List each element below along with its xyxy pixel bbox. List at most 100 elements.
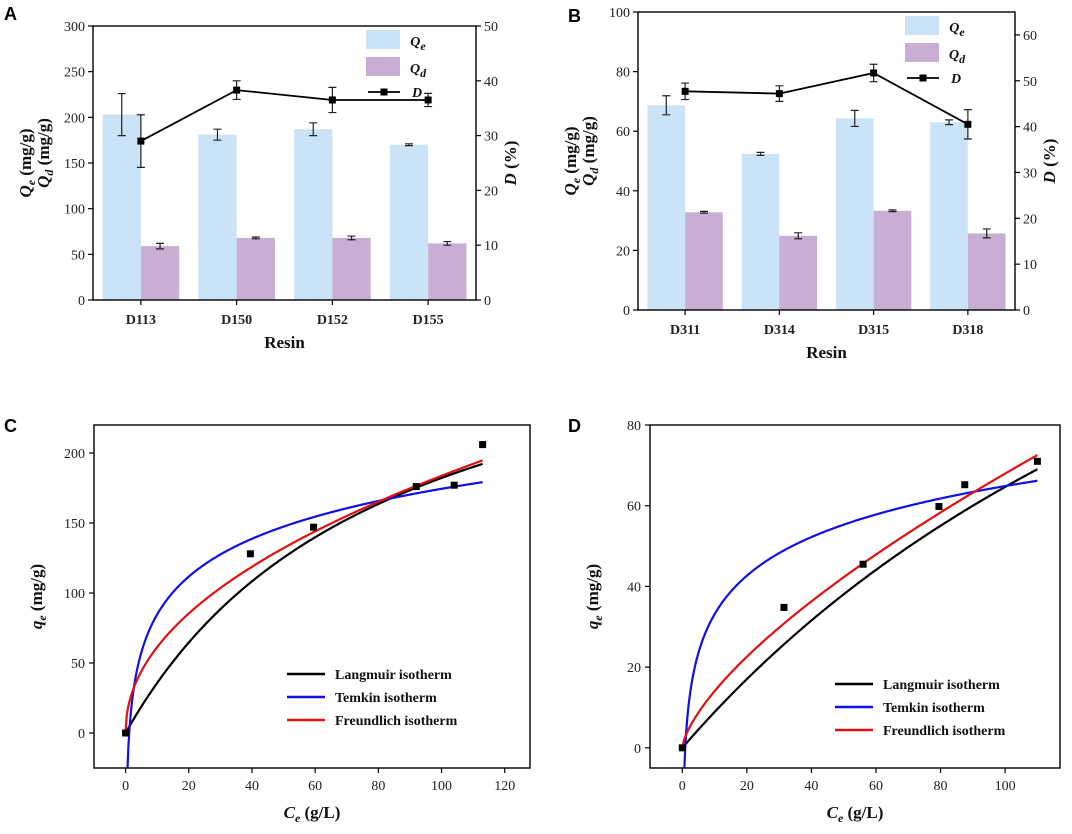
panel-b-qe-error-d318: [945, 119, 954, 126]
panel-a-qe-bar-d113: [102, 114, 141, 301]
panel-b-right-tick-label: 30: [1023, 166, 1037, 181]
panel-d-data-point: [678, 744, 686, 752]
panel-c-y-tick-label: 50: [71, 657, 85, 672]
panel-a-qe-bar-d155: [389, 144, 429, 300]
panel-d-y-tick-label: 60: [627, 500, 641, 515]
panel-a-right-tick-label: 20: [484, 184, 498, 199]
panel-c-legend-label-freundlich-isotherm: Freundlich isotherm: [335, 714, 458, 729]
panel-b-legend-qe-label: Qe: [949, 21, 965, 39]
panel-a-qd-error-d150: [251, 236, 260, 240]
panel-d-fit-langmuir: [681, 468, 1038, 749]
panel-d-x-tick-label: 60: [869, 779, 883, 794]
panel-b-qd-error-d315: [888, 209, 897, 213]
panel-b-y-axis-title-qd: Qd (mg/g): [579, 116, 601, 186]
panel-d-x-tick-label: 0: [679, 779, 686, 794]
panel-a-x-axis-title: Resin: [264, 333, 305, 352]
panel-b-qe-bar-d314: [741, 153, 780, 310]
panel-c-isotherm-chart: 0 50 100 150 200 0 20 40 60 80 100 120 Ce (g/L) qe (m…: [27, 424, 531, 825]
panel-a-d-point-d155: [424, 96, 432, 104]
panel-a-left-tick-label: 50: [71, 248, 85, 263]
panel-c-data-point: [122, 729, 130, 737]
panel-a-d-point-d152: [328, 96, 336, 104]
panel-c-data-point: [310, 523, 318, 531]
panel-b-bar-chart: 0 20 40 60 80 100 0 10 20 30 40 50 60 D311 D314 D315 D31…: [561, 6, 1059, 362]
panel-a-qd-bar-d152: [332, 237, 371, 300]
panel-a-right-tick-label: 10: [484, 239, 498, 254]
panel-b-legend-qd-swatch: [905, 43, 939, 62]
panel-a-qd-bar-d150: [236, 237, 275, 300]
panel-a-legend-qe-label: Qe: [410, 35, 426, 53]
panel-b-qe-bar-d311: [647, 105, 686, 310]
panel-b-right-tick-label: 10: [1023, 258, 1037, 273]
panel-b-qe-error-d315: [850, 109, 859, 128]
panel-b-left-tick-label: 40: [616, 185, 630, 200]
panel-c-data-point: [412, 483, 420, 491]
panel-b-right-tick-label: 60: [1023, 29, 1037, 44]
panel-b-qd-error-d314: [794, 232, 803, 240]
panel-a-qd-error-d113: [156, 242, 165, 250]
panel-b-plot-frame: [637, 11, 1016, 311]
panel-a-qe-error-d150: [213, 128, 222, 141]
panel-d-legend-label-freundlich-isotherm: Freundlich isotherm: [883, 724, 1006, 739]
panel-a-qd-bar-d155: [428, 243, 467, 300]
panel-c-x-tick-label: 40: [245, 779, 259, 794]
panel-a-qd-error-d155: [443, 240, 452, 246]
panel-c-y-axis-title: qe (mg/g): [27, 564, 49, 629]
panel-a-left-tick-label: 300: [64, 20, 85, 35]
panel-b-y2-axis-title: D (%): [1040, 139, 1059, 185]
panel-b-y-axis-title-qe: Qe (mg/g): [561, 126, 583, 195]
panel-a-qe-error-d155: [404, 143, 413, 147]
panel-d-data-point: [1033, 457, 1041, 465]
panel-a-left-tick-label: 150: [64, 157, 85, 172]
panel-c-y-tick-label: 0: [78, 727, 85, 742]
panel-b-qd-error-d318: [982, 228, 991, 239]
panel-a-x-tick-label-d150: D150: [221, 313, 252, 328]
panel-b-qe-error-d311: [662, 95, 671, 116]
panel-b-x-tick-label-d315: D315: [858, 323, 889, 338]
panel-b-legend-qe-swatch: [905, 16, 939, 35]
panel-a-d-point-d150: [233, 86, 241, 94]
panel-a-qd-error-d152: [347, 235, 356, 241]
panel-b-qd-bar-d318: [967, 233, 1006, 310]
panel-d-isotherm-chart: 0 20 40 60 80 0 20 40 60 80 100 Ce (g/L) qe (mg/g) La…: [583, 419, 1061, 825]
panel-a-left-tick-label: 200: [64, 111, 85, 126]
panel-a-d-point-d113: [137, 137, 145, 145]
panel-d-y-tick-label: 20: [627, 661, 641, 676]
panel-c-fit-langmuir: [124, 462, 483, 734]
panel-b-qd-bar-d314: [779, 235, 818, 310]
panel-d-x-tick-label: 100: [995, 779, 1016, 794]
panel-d-data-point: [780, 603, 788, 611]
panel-b-qd-bar-d315: [873, 210, 912, 310]
panel-b-legend-qd-label: Qd: [949, 48, 966, 66]
panel-a-left-tick-label: 0: [78, 294, 85, 309]
panel-a-legend-qe-swatch: [366, 30, 400, 49]
panel-b-d-point-d314: [775, 90, 783, 98]
panel-b-qe-bar-d318: [930, 122, 968, 310]
panel-c-y-tick-label: 100: [64, 587, 85, 602]
panel-d-letter: D: [568, 416, 581, 436]
panel-c-x-tick-label: 0: [122, 779, 129, 794]
panel-b-legend-d-label: D: [950, 72, 961, 87]
panel-b-x-tick-label-d311: D311: [670, 323, 700, 338]
panel-a-legend-qd-swatch: [366, 57, 400, 76]
panel-b-right-tick-label: 20: [1023, 212, 1037, 227]
panel-b-qd-bar-d311: [685, 212, 723, 310]
panel-c-fit-freundlich: [124, 459, 483, 734]
panel-a-d-line: [140, 89, 429, 142]
panel-b-qe-error-d314: [756, 151, 765, 156]
panel-a-y-axis-title-qe: Qe (mg/g): [16, 128, 38, 197]
panel-d-data-point: [935, 503, 943, 511]
panel-d-y-tick-label: 0: [634, 742, 641, 757]
panel-b-qe-bar-d315: [835, 118, 874, 310]
panel-d-x-tick-label: 20: [740, 779, 754, 794]
panel-b-x-tick-label-d318: D318: [952, 323, 983, 338]
panel-c-x-tick-label: 20: [182, 779, 196, 794]
panel-a-left-tick-label: 250: [64, 66, 85, 81]
panel-c-fit-temkin: [126, 481, 483, 768]
panel-c-data-point: [450, 481, 458, 489]
panel-d-x-axis-title: Ce (g/L): [827, 803, 884, 825]
panel-a-x-tick-label-d155: D155: [413, 313, 444, 328]
panel-d-x-tick-label: 80: [934, 779, 948, 794]
panel-b-d-point-d318: [964, 120, 972, 128]
